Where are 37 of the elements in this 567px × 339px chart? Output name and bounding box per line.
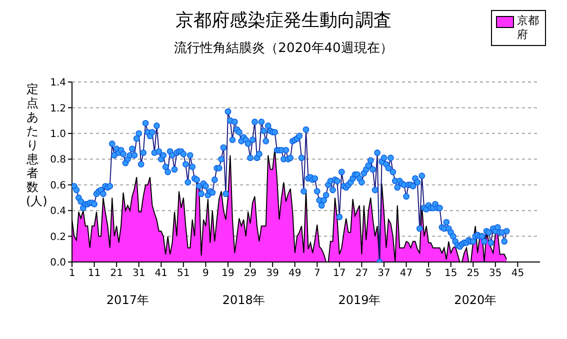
x-tick-label: 9: [202, 268, 209, 280]
x-tick-label: 17: [333, 268, 346, 280]
x-tick-label: 35: [489, 268, 502, 280]
y-tick-label: 0.2: [50, 232, 66, 243]
y-tick-label: 1.4: [50, 78, 66, 89]
chart-title: 京都府感染症発生動向調査: [176, 10, 392, 31]
text: 定点あたり患者数(人): [26, 82, 48, 208]
x-tick-label: 49: [288, 268, 302, 280]
x-tick-label: 27: [355, 268, 368, 280]
y-tick-label: 0.0: [50, 258, 66, 269]
text: 2019年: [337, 292, 382, 309]
x-tick-label: 19: [222, 268, 234, 280]
chart-subtitle: 流行性角結膜炎（2020年40週現在）: [174, 41, 393, 56]
x-tick-label: 37: [378, 268, 390, 280]
legend-label: 京都府: [517, 14, 540, 42]
y-tick-label: 1.0: [50, 128, 66, 140]
text: 2020年: [453, 292, 498, 309]
x-tick-label: 47: [400, 268, 413, 280]
x-tick-label: 25: [466, 268, 480, 280]
x-tick-label: 31: [132, 268, 146, 280]
x-tick-label: 29: [244, 268, 257, 280]
x-tick-label: 39: [266, 268, 279, 280]
x-tick-label: 5: [425, 268, 432, 280]
y-tick-label: 1.2: [50, 103, 66, 114]
x-tick-label: 15: [444, 268, 458, 280]
x-tick-label: 7: [314, 268, 320, 280]
x-tick-label: 1: [68, 268, 76, 280]
y-tick-label: 0.8: [50, 154, 66, 166]
text: 2017年: [105, 292, 150, 309]
text: 2018年: [221, 292, 266, 309]
x-tick-label: 21: [110, 268, 123, 280]
x-tick-label: 11: [88, 268, 101, 280]
y-tick-label: 0.6: [50, 180, 66, 192]
y-tick-label: 0.4: [50, 206, 66, 218]
x-tick-label: 51: [177, 268, 190, 280]
x-tick-label: 45: [511, 268, 524, 280]
x-tick-label: 41: [154, 268, 168, 280]
